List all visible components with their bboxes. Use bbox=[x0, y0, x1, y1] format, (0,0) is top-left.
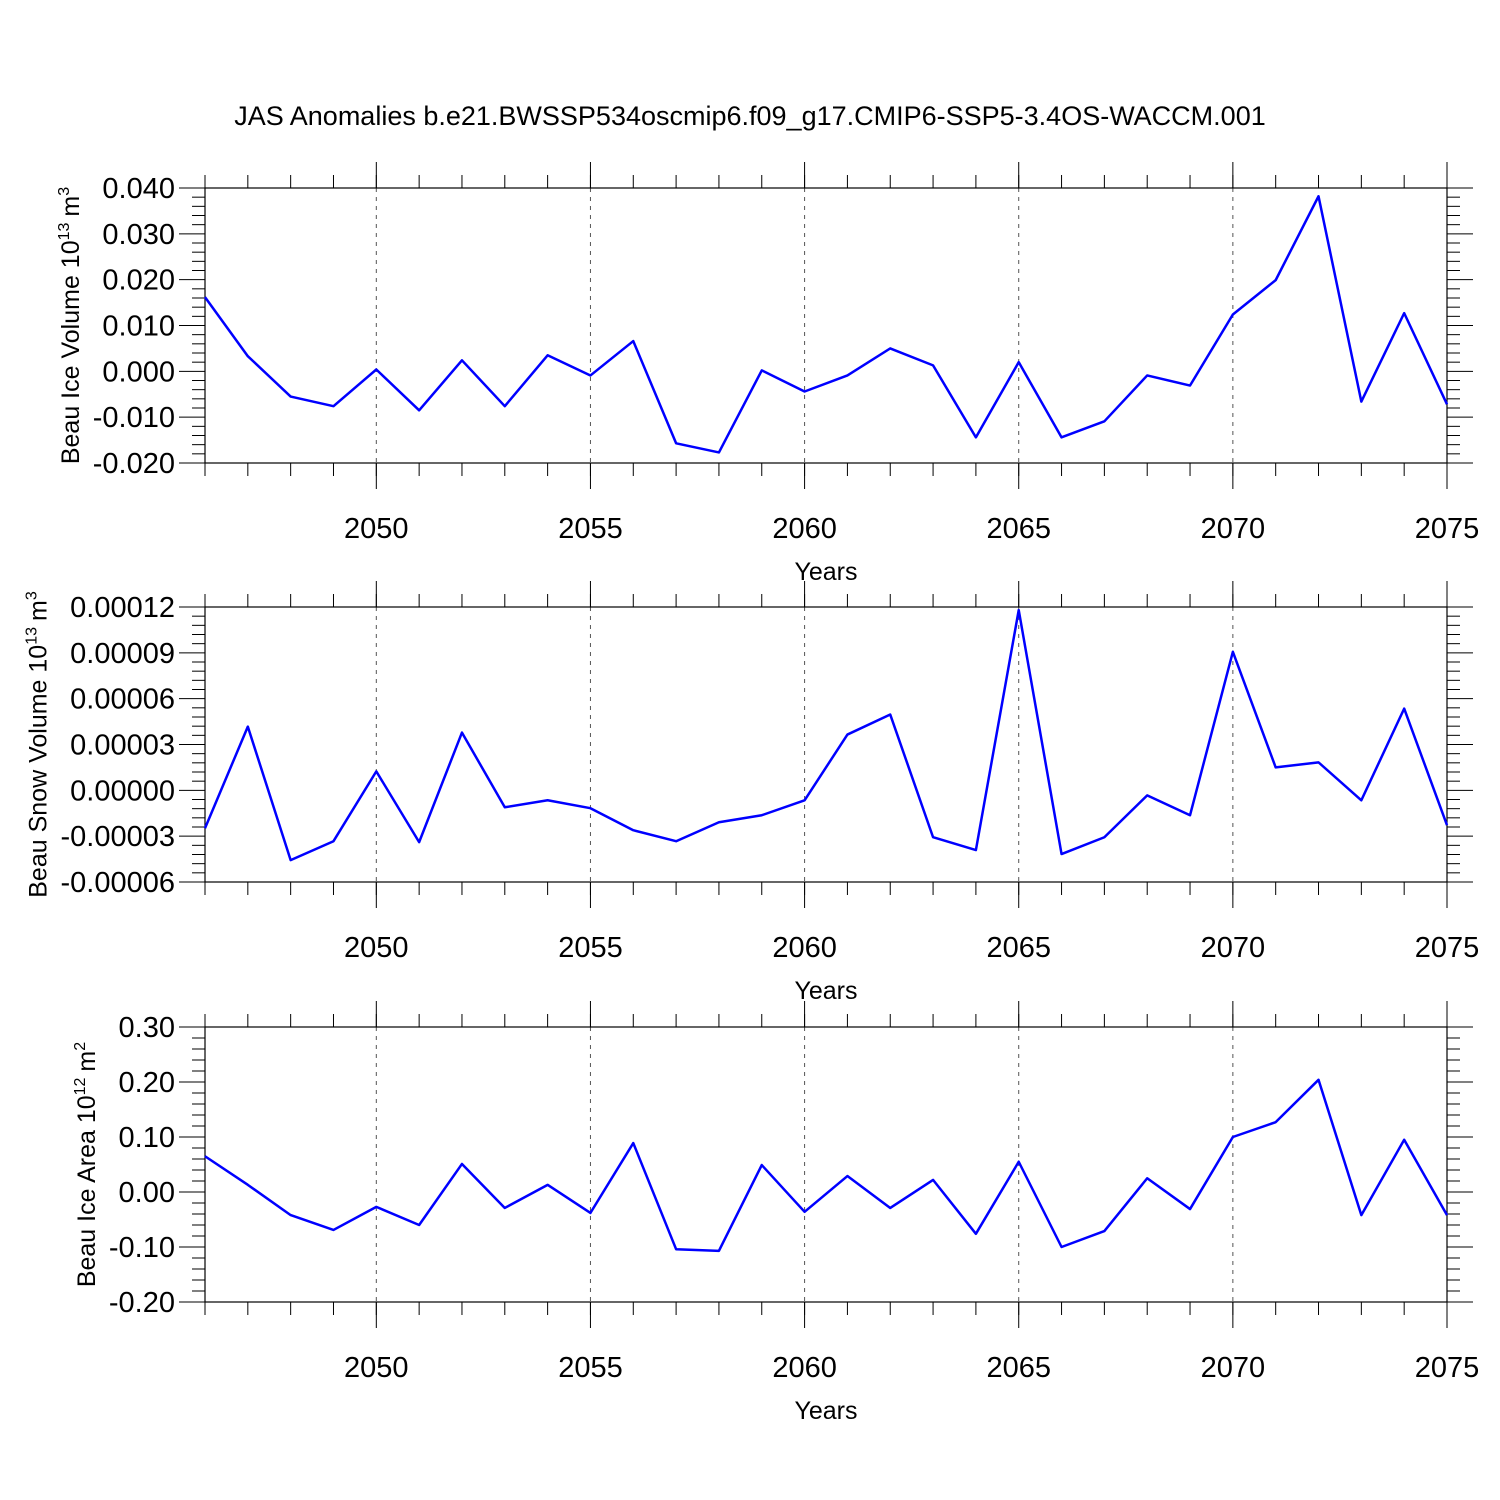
y-tick-label: 0.030 bbox=[102, 219, 175, 251]
x-tick-label: 2075 bbox=[1415, 1352, 1480, 1384]
y-axis-title-unit: m bbox=[57, 196, 85, 217]
x-tick-label: 2070 bbox=[1201, 1352, 1266, 1384]
x-tick-label: 2060 bbox=[772, 513, 837, 545]
y-tick-label: -0.10 bbox=[109, 1232, 175, 1264]
x-tick-label: 2055 bbox=[558, 1352, 623, 1384]
panel: 2050 2055 2060 2065 2070 2075 -0.20 -0.10 0.00 0.… bbox=[72, 1001, 1479, 1425]
y-tick-label: 0.00012 bbox=[70, 592, 175, 624]
y-tick-label: 0.000 bbox=[102, 356, 175, 388]
y-tick-label: 0.10 bbox=[119, 1122, 175, 1154]
y-axis-title-text: Beau Snow Volume 10 bbox=[25, 645, 53, 898]
y-tick-label: -0.010 bbox=[93, 402, 175, 434]
y-tick-label: 0.040 bbox=[102, 173, 175, 205]
y-axis-title-text: Beau Ice Area 10 bbox=[73, 1095, 101, 1287]
y-axis-title-text: Beau Ice Volume 10 bbox=[57, 240, 85, 464]
y-axis-title-exponent: 13 bbox=[56, 222, 73, 240]
data-line bbox=[203, 608, 1449, 862]
y-tick-label: -0.00003 bbox=[61, 821, 176, 853]
x-tick-label: 2050 bbox=[344, 1352, 409, 1384]
data-line bbox=[204, 1078, 1449, 1253]
x-tick-label: 2065 bbox=[986, 932, 1051, 964]
y-tick-label: 0.00000 bbox=[70, 775, 175, 807]
plot-frame bbox=[204, 1026, 1448, 1303]
y-axis-title-unit: m bbox=[73, 1051, 101, 1072]
y-axis-title-exponent: 12 bbox=[72, 1077, 89, 1095]
y-axis-title: Beau Ice Area 1012 m2 bbox=[72, 1042, 101, 1287]
y-tick-label: -0.020 bbox=[93, 448, 175, 480]
x-tick-label: 2060 bbox=[772, 932, 837, 964]
data-line bbox=[203, 195, 1449, 454]
y-tick-label: 0.00009 bbox=[70, 638, 175, 670]
y-axis-title: Beau Ice Volume 1013 m3 bbox=[56, 187, 85, 464]
y-tick-label: 0.00003 bbox=[70, 730, 175, 762]
panel: 2050 2055 2060 2065 2070 2075 -0.020 -0.010 0.00… bbox=[56, 162, 1479, 586]
y-tick-label: 0.010 bbox=[102, 311, 175, 343]
y-axis-title-unit-exponent: 3 bbox=[24, 591, 41, 600]
x-tick-label: 2070 bbox=[1201, 513, 1266, 545]
x-axis-title: Years bbox=[794, 1397, 857, 1425]
y-axis-title-unit: m bbox=[25, 600, 53, 621]
x-tick-label: 2050 bbox=[344, 513, 409, 545]
y-tick-label: 0.00 bbox=[119, 1177, 175, 1209]
y-tick-label: -0.00006 bbox=[61, 867, 176, 899]
y-tick-label: -0.20 bbox=[109, 1287, 175, 1319]
x-tick-label: 2055 bbox=[558, 513, 623, 545]
x-tick-label: 2050 bbox=[344, 932, 409, 964]
x-tick-label: 2075 bbox=[1415, 932, 1480, 964]
y-tick-label: 0.020 bbox=[102, 265, 175, 297]
y-axis-title-exponent: 13 bbox=[24, 627, 41, 645]
y-tick-label: 0.00006 bbox=[70, 684, 175, 716]
y-axis-title: Beau Snow Volume 1013 m3 bbox=[24, 591, 53, 898]
plot-frame bbox=[204, 606, 1448, 883]
x-tick-label: 2070 bbox=[1201, 932, 1266, 964]
y-axis-title-unit-exponent: 2 bbox=[72, 1042, 89, 1051]
plot-frame bbox=[204, 187, 1448, 464]
x-tick-label: 2075 bbox=[1415, 513, 1480, 545]
x-tick-label: 2065 bbox=[986, 1352, 1051, 1384]
x-axis-title: Years bbox=[794, 977, 857, 1005]
panel: 2050 2055 2060 2065 2070 2075 -0.00006 -0.00003… bbox=[24, 581, 1480, 1005]
x-tick-label: 2060 bbox=[772, 1352, 837, 1384]
y-axis-title-unit-exponent: 3 bbox=[56, 187, 73, 196]
figure-title: JAS Anomalies b.e21.BWSSP534oscmip6.f09_… bbox=[234, 101, 1265, 131]
x-axis-title: Years bbox=[794, 558, 857, 586]
y-tick-label: 0.30 bbox=[119, 1012, 175, 1044]
x-tick-label: 2065 bbox=[986, 513, 1051, 545]
x-tick-label: 2055 bbox=[558, 932, 623, 964]
y-tick-label: 0.20 bbox=[119, 1067, 175, 1099]
